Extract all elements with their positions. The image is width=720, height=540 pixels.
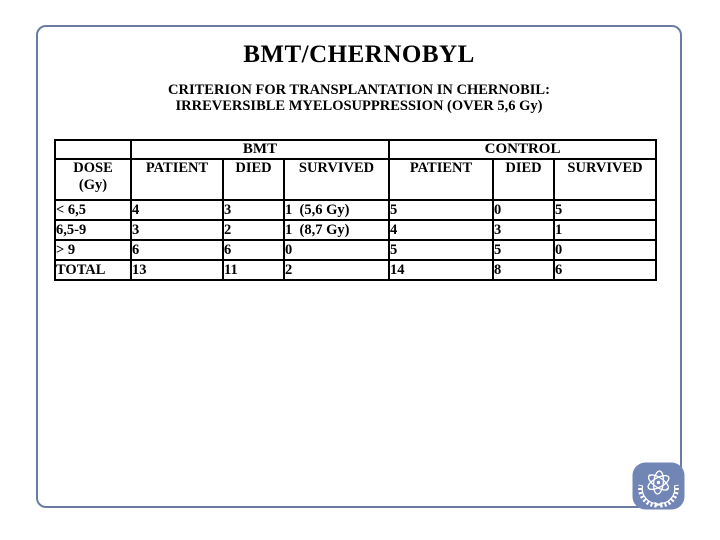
iaea-atom-wreath-emblem-icon — [632, 462, 685, 510]
cell-bmt-died: 3 — [222, 199, 285, 221]
col-header-bmt-survived: SURVIVED — [282, 158, 391, 201]
cell-bmt-survived: 1 (5,6 Gy) — [282, 199, 391, 221]
table-row: < 6,5 4 3 1 (5,6 Gy) 5 0 5 — [54, 199, 658, 221]
cell-control-patient-total: 14 — [388, 259, 495, 281]
col-header-dose: DOSE (Gy) — [54, 158, 132, 201]
cell-control-died: 3 — [492, 219, 556, 241]
cell-control-survived-total: 6 — [553, 259, 658, 281]
empty-corner-cell — [54, 139, 132, 160]
col-header-control-patient: PATIENT — [388, 158, 495, 201]
cell-control-patient: 5 — [388, 199, 495, 221]
cell-control-survived: 5 — [553, 199, 658, 221]
table-row: > 9 6 6 0 5 5 0 — [54, 239, 658, 261]
col-header-bmt-patient: PATIENT — [130, 158, 224, 201]
slide-subtitle-line2: IRREVERSIBLE MYELOSUPPRESSION (OVER 5,6 … — [175, 98, 543, 114]
cell-bmt-died: 6 — [222, 239, 285, 261]
cell-bmt-died-total: 11 — [222, 259, 285, 281]
cell-bmt-died: 2 — [222, 219, 285, 241]
cell-dose: < 6,5 — [54, 199, 132, 221]
group-header-bmt: BMT — [129, 139, 391, 160]
cell-dose: > 9 — [54, 239, 132, 261]
cell-bmt-patient: 6 — [130, 239, 224, 261]
table-row: 6,5-9 3 2 1 (8,7 Gy) 4 3 1 — [54, 219, 658, 241]
emblem-background — [632, 462, 685, 510]
atom-orbits — [647, 470, 670, 495]
cell-control-died: 0 — [492, 199, 556, 221]
slide-subtitle-line1: CRITERION FOR TRANSPLANTATION IN CHERNOB… — [168, 82, 550, 98]
table-column-header-row: DOSE (Gy) PATIENT DIED SURVIVED PATIENT … — [54, 158, 658, 201]
cell-dose: 6,5-9 — [54, 219, 132, 241]
col-header-control-died: DIED — [492, 158, 556, 201]
cell-bmt-survived: 1 (8,7 Gy) — [282, 219, 391, 241]
cell-control-patient: 4 — [388, 219, 495, 241]
cell-bmt-survived: 0 — [282, 239, 391, 261]
data-table: BMT CONTROL DOSE (Gy) PATIENT DIED SURVI… — [54, 139, 658, 281]
col-header-control-survived: SURVIVED — [553, 158, 658, 201]
laurel-wreath — [638, 484, 679, 508]
cell-control-patient: 5 — [388, 239, 495, 261]
col-header-bmt-died: DIED — [222, 158, 285, 201]
cell-total-label: TOTAL — [54, 259, 132, 281]
slide-subtitle: CRITERION FOR TRANSPLANTATION IN CHERNOB… — [36, 82, 682, 114]
table-total-row: TOTAL 13 11 2 14 8 6 — [54, 259, 658, 281]
group-header-control: CONTROL — [388, 139, 658, 160]
cell-control-died-total: 8 — [492, 259, 556, 281]
cell-bmt-patient-total: 13 — [130, 259, 224, 281]
table-group-header-row: BMT CONTROL — [54, 139, 658, 160]
atom-nucleus-and-electrons — [648, 474, 669, 491]
cell-bmt-patient: 3 — [130, 219, 224, 241]
slide-title: BMT/CHERNOBYL — [243, 41, 475, 68]
cell-control-survived: 0 — [553, 239, 658, 261]
cell-bmt-patient: 4 — [130, 199, 224, 221]
cell-bmt-survived-total: 2 — [282, 259, 391, 281]
cell-control-survived: 1 — [553, 219, 658, 241]
cell-control-died: 5 — [492, 239, 556, 261]
